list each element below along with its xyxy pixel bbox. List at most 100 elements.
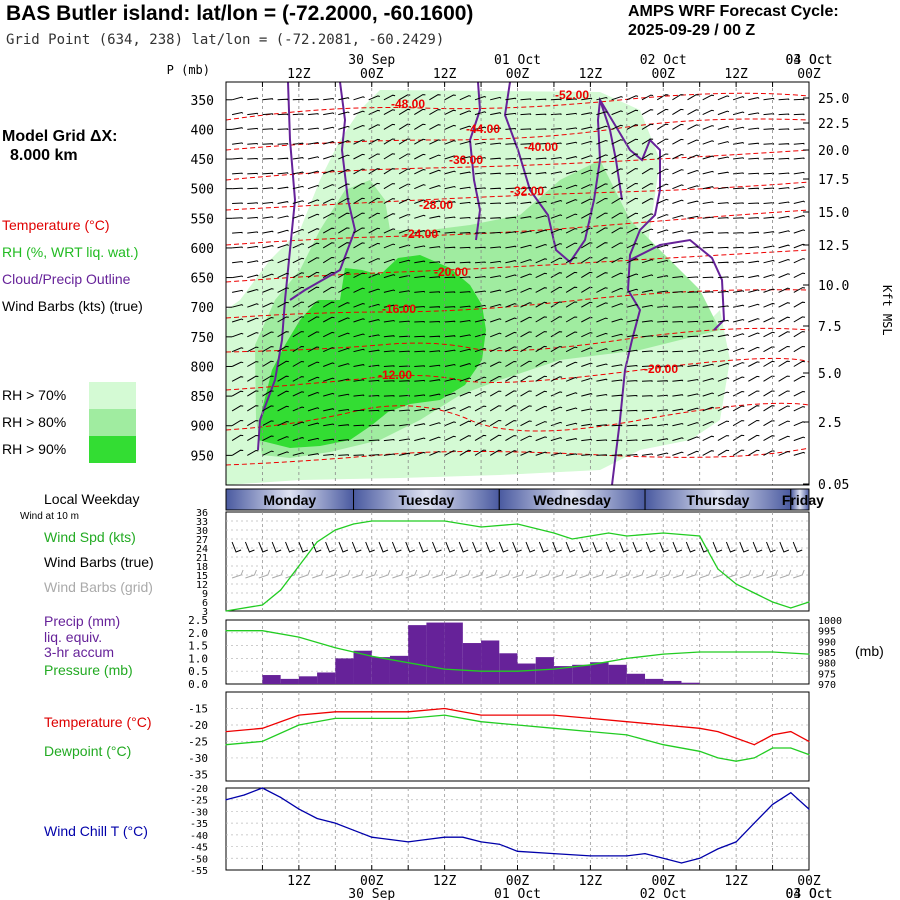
wind-barb: [611, 303, 623, 308]
precip-tick-label: 1.5: [188, 640, 208, 653]
wind-barb: [505, 112, 517, 116]
wind-barb: [338, 378, 350, 382]
wind-barb: [353, 364, 365, 367]
temperature-isotherm: [226, 249, 809, 283]
wind-barb: [566, 453, 578, 456]
temperature-line-point: [334, 711, 336, 713]
wind-barb: [520, 201, 532, 204]
wind-barb: [641, 243, 654, 249]
wind-speed-line-point: [225, 610, 227, 612]
windchill-line-point: [225, 799, 227, 801]
wind-barb: [338, 257, 350, 264]
wind-barb: [763, 302, 775, 308]
grid-wind-barb: [632, 569, 645, 579]
wind-barb: [414, 199, 426, 204]
temperature-line-point: [371, 711, 373, 713]
true-wind-barb: [779, 541, 790, 553]
wind-barb: [262, 450, 274, 456]
wind-tick-label: 21: [196, 553, 208, 564]
wind-barb: [520, 273, 532, 279]
temperature-line-point: [298, 714, 300, 716]
wind-tick-label: 3: [202, 607, 208, 618]
wind-barb: [292, 113, 304, 116]
wind-barb: [656, 168, 669, 175]
wind-barb: [520, 450, 532, 456]
wind-barb: [262, 172, 274, 175]
wind-barb: [489, 449, 502, 456]
windchill-line-point: [516, 850, 519, 852]
wind-barb: [490, 172, 501, 175]
wind-barb: [429, 291, 441, 293]
grid-wind-barb: [245, 569, 257, 579]
precip-bar: [681, 682, 700, 684]
wind-barb: [550, 127, 562, 130]
wind-speed-line-point: [808, 601, 810, 603]
wind-barb: [444, 306, 456, 308]
wind-barb: [672, 184, 684, 190]
wind-barb: [581, 393, 593, 397]
wind-barb: [429, 450, 441, 456]
wind-barb: [520, 375, 532, 382]
wind-barb: [672, 169, 684, 175]
wind-barb: [262, 331, 274, 338]
wind-barb: [231, 361, 244, 367]
wind-barb: [581, 169, 593, 175]
wind-barb: [474, 246, 486, 249]
precip-bar: [645, 678, 664, 684]
isotherm-label: -52.00: [555, 88, 589, 102]
wind-barb: [748, 390, 760, 397]
wind-barb: [657, 320, 668, 323]
wind-barb: [520, 187, 532, 190]
wind-barb: [292, 376, 304, 382]
wind-barb: [520, 172, 532, 175]
wind-barb: [520, 360, 532, 367]
wind-barb: [429, 335, 441, 338]
wind-barb: [778, 201, 790, 204]
wind-barb: [657, 409, 669, 412]
wind-barb: [338, 363, 350, 367]
wind-barb: [717, 362, 730, 367]
wind-barb: [414, 365, 425, 367]
pressure-tick-label: 1000: [818, 616, 842, 627]
wind-barb: [414, 230, 426, 234]
wind-barb: [520, 113, 532, 116]
wind-barb: [444, 231, 456, 234]
windchill-tick-label: -55: [190, 866, 208, 877]
wind-barb: [656, 138, 669, 145]
wind-barb: [748, 260, 760, 264]
top-time-label: 12Z: [579, 67, 603, 82]
grid-wind-barb: [619, 569, 631, 579]
wind-barb: [444, 185, 456, 190]
wind-barb: [353, 183, 365, 190]
dewpoint-line-point: [371, 717, 373, 719]
windchill-tick-label: -20: [190, 784, 208, 795]
wind-barb: [414, 168, 426, 175]
wind-barb: [717, 290, 729, 293]
wind-barb: [732, 390, 745, 397]
wind-barb: [641, 350, 653, 353]
wind-barb: [535, 243, 547, 249]
wind-barb: [429, 215, 441, 219]
wind-barb: [383, 335, 395, 338]
wind-barb: [702, 435, 715, 442]
wind-barb: [687, 261, 699, 264]
wind-barb: [732, 405, 745, 412]
wind-barb: [505, 405, 517, 412]
wind-barb: [763, 143, 775, 145]
wind-barb: [778, 157, 790, 160]
wind-barb: [323, 392, 335, 397]
dewpoint-line-point: [407, 717, 409, 719]
wind-barb: [732, 362, 745, 367]
wind-barb: [292, 301, 305, 308]
wind-barb: [307, 141, 320, 145]
wind-barb: [717, 261, 729, 264]
wind-barb: [748, 332, 760, 338]
wind-barb: [748, 289, 760, 293]
wind-barb: [368, 258, 381, 264]
wind-barb: [672, 108, 684, 116]
dewpoint-line-point: [808, 754, 810, 756]
wind-barb: [732, 333, 745, 338]
wind-barb: [763, 435, 775, 442]
wind-barb: [611, 257, 623, 264]
wind-barb: [383, 94, 396, 101]
